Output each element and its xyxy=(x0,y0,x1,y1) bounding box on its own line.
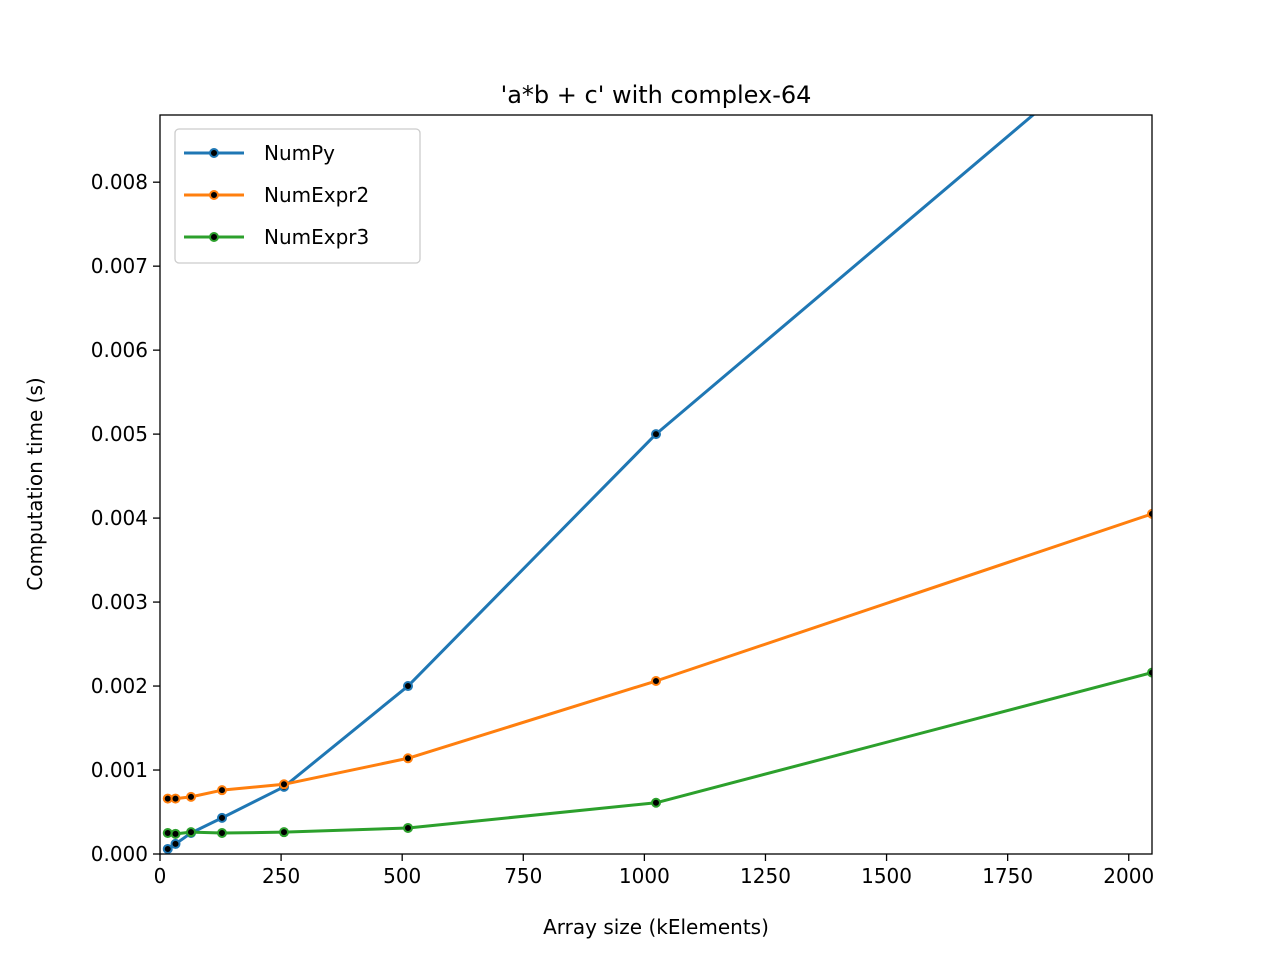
x-tick-label: 1000 xyxy=(619,864,670,888)
data-point-numpy xyxy=(1148,10,1156,18)
data-point-numexpr2 xyxy=(651,676,661,687)
y-tick-label: 0.003 xyxy=(91,590,148,614)
x-tick-label: 500 xyxy=(383,864,421,888)
data-point-numexpr3 xyxy=(217,828,227,839)
chart-title: 'a*b + c' with complex-64 xyxy=(501,81,812,109)
y-tick-label: 0.005 xyxy=(91,422,148,446)
series-line-numexpr3 xyxy=(167,671,1152,836)
data-point-numexpr2 xyxy=(186,791,196,802)
y-tick-label: 0.002 xyxy=(91,674,148,698)
legend-marker-numexpr2 xyxy=(209,190,219,200)
data-point-numpy xyxy=(651,429,661,440)
y-tick-label: 0.001 xyxy=(91,758,148,782)
data-point-numexpr2 xyxy=(170,793,181,804)
x-axis: 0 250 500 750 1000 1250 1500 1750 2000 xyxy=(154,854,1154,888)
data-point-numpy xyxy=(403,681,413,692)
x-tick-label: 0 xyxy=(154,864,167,888)
x-tick-label: 1250 xyxy=(740,864,791,888)
data-point-numexpr2 xyxy=(217,785,227,796)
x-tick-label: 750 xyxy=(504,864,542,888)
data-point-numexpr3 xyxy=(1147,667,1152,678)
data-point-numexpr3 xyxy=(279,827,289,838)
y-axis-label: Computation time (s) xyxy=(23,377,47,590)
data-point-numexpr3 xyxy=(651,797,661,808)
x-tick-label: 2000 xyxy=(1103,864,1154,888)
legend-label-numpy: NumPy xyxy=(264,141,335,165)
data-point-numexpr2 xyxy=(1147,508,1152,519)
legend-marker-numexpr3 xyxy=(209,232,219,242)
data-point-numexpr3 xyxy=(186,827,196,838)
x-tick-label: 250 xyxy=(262,864,300,888)
y-tick-label: 0.006 xyxy=(91,338,148,362)
y-tick-label: 0.000 xyxy=(91,842,148,866)
plot-frame xyxy=(159,114,1153,855)
data-point-numpy xyxy=(217,812,227,823)
data-point-numexpr3 xyxy=(403,822,413,833)
x-tick-label: 1500 xyxy=(861,864,912,888)
legend-box xyxy=(174,128,421,264)
series-line-numexpr2 xyxy=(167,512,1152,801)
legend-label-numexpr3: NumExpr3 xyxy=(264,225,369,249)
data-point-numexpr2 xyxy=(403,753,413,764)
series-layer xyxy=(162,10,1156,854)
y-axis: 0.000 0.001 0.002 0.003 0.004 0.005 0.006 0.007… xyxy=(91,170,160,866)
x-tick-label: 1750 xyxy=(982,864,1033,888)
y-tick-label: 0.004 xyxy=(91,506,148,530)
data-point-numexpr2 xyxy=(279,779,289,790)
y-tick-label: 0.008 xyxy=(91,170,148,194)
x-axis-label: Array size (kElements) xyxy=(543,915,769,939)
legend-label-numexpr2: NumExpr2 xyxy=(264,183,369,207)
data-point-numexpr3 xyxy=(170,828,181,839)
legend: NumPy NumExpr2 NumExpr3 xyxy=(174,128,421,264)
y-tick-label: 0.007 xyxy=(91,254,148,278)
legend-marker-numpy xyxy=(209,148,219,158)
data-point-numexpr3 xyxy=(162,828,173,839)
data-point-numpy xyxy=(162,843,173,854)
data-point-numpy xyxy=(170,838,181,849)
